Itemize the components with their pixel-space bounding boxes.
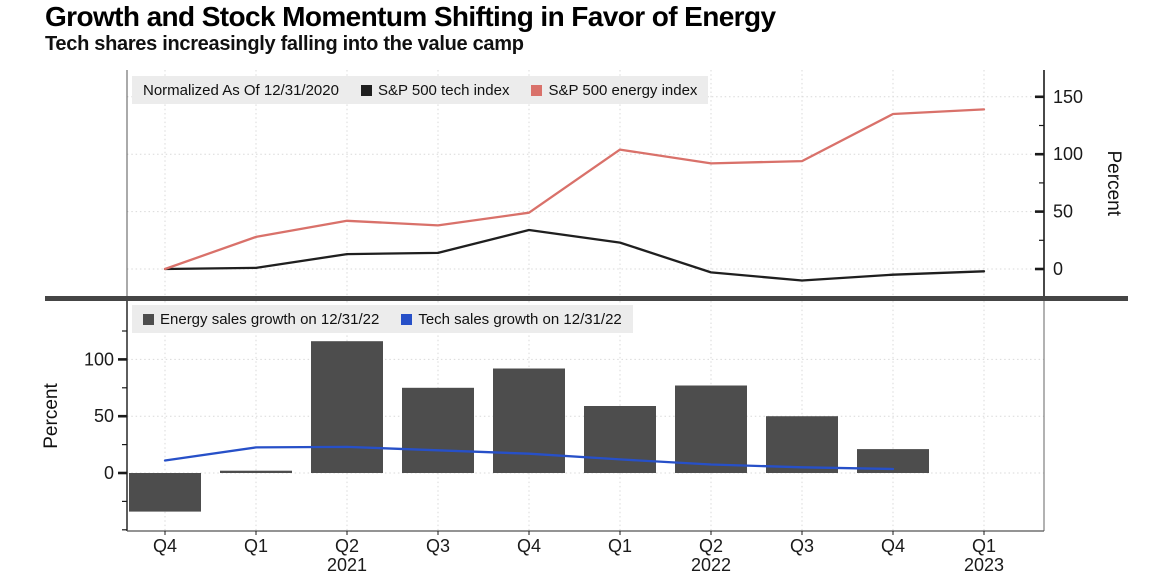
energy-sales-bar [493, 368, 565, 473]
y-tick-label: 0 [104, 463, 114, 483]
chart-subtitle: Tech shares increasingly falling into th… [45, 33, 524, 55]
legend-label-energy-index: S&P 500 energy index [548, 81, 698, 99]
energy-sales-bar [766, 416, 838, 473]
energy-index-line [163, 108, 986, 271]
x-year-label: 2023 [964, 555, 1004, 574]
y-tick-label: 150 [1053, 87, 1083, 107]
legend-label-energy-sales: Energy sales growth on 12/31/22 [160, 310, 380, 328]
energy-sales-bar [311, 341, 383, 473]
x-tick-label: Q4 [881, 536, 905, 556]
legend-item-tech-sales: Tech sales growth on 12/31/22 [401, 310, 622, 328]
energy-sales-bar [584, 406, 656, 473]
y-tick-label: 0 [1053, 259, 1063, 279]
tech-index-swatch-icon [360, 84, 372, 96]
energy-sales-bar [220, 470, 292, 473]
x-year-label: 2022 [691, 555, 731, 574]
energy-sales-bar [402, 387, 474, 473]
tech-sales-line [163, 445, 895, 471]
y-tick-label: 100 [84, 349, 114, 369]
x-tick-label: Q2 [335, 536, 359, 556]
legend-item-energy-sales: Energy sales growth on 12/31/22 [143, 311, 379, 328]
bottom-chart-legend: Energy sales growth on 12/31/22 Tech sal… [132, 305, 633, 333]
bottom-y-axis-title: Percent [41, 383, 62, 449]
top-y-axis-title: Percent [1103, 151, 1124, 217]
top-chart-legend: Normalized As Of 12/31/2020 S&P 500 tech… [132, 76, 709, 104]
tech-sales-swatch-icon [401, 313, 413, 325]
energy-sales-bar [129, 473, 201, 512]
y-tick-label: 50 [1053, 202, 1073, 222]
legend-label-tech-sales: Tech sales growth on 12/31/22 [418, 310, 622, 328]
legend-label-tech-index: S&P 500 tech index [377, 81, 510, 99]
x-tick-label: Q3 [426, 536, 450, 556]
x-tick-label: Q2 [699, 536, 723, 556]
energy-sales-swatch-icon [143, 313, 154, 325]
x-tick-label: Q1 [244, 536, 268, 556]
legend-note: Normalized As Of 12/31/2020 [143, 81, 339, 99]
panel-separator [45, 296, 1128, 301]
tech-index-line [163, 228, 986, 282]
y-tick-label: 50 [94, 406, 114, 426]
x-tick-label: Q4 [153, 536, 177, 556]
x-year-label: 2021 [327, 555, 367, 574]
x-tick-label: Q1 [972, 536, 996, 556]
chart-title: Growth and Stock Momentum Shifting in Fa… [45, 1, 776, 32]
y-tick-label: 100 [1053, 144, 1083, 164]
legend-item-energy-index: S&P 500 energy index [531, 82, 697, 99]
x-tick-label: Q1 [608, 536, 632, 556]
energy-sales-bar [857, 449, 929, 473]
x-tick-label: Q3 [790, 536, 814, 556]
energy-index-swatch-icon [531, 84, 543, 96]
x-tick-label: Q4 [517, 536, 541, 556]
energy-sales-bar [675, 385, 747, 473]
legend-item-tech-index: S&P 500 tech index [360, 81, 510, 99]
